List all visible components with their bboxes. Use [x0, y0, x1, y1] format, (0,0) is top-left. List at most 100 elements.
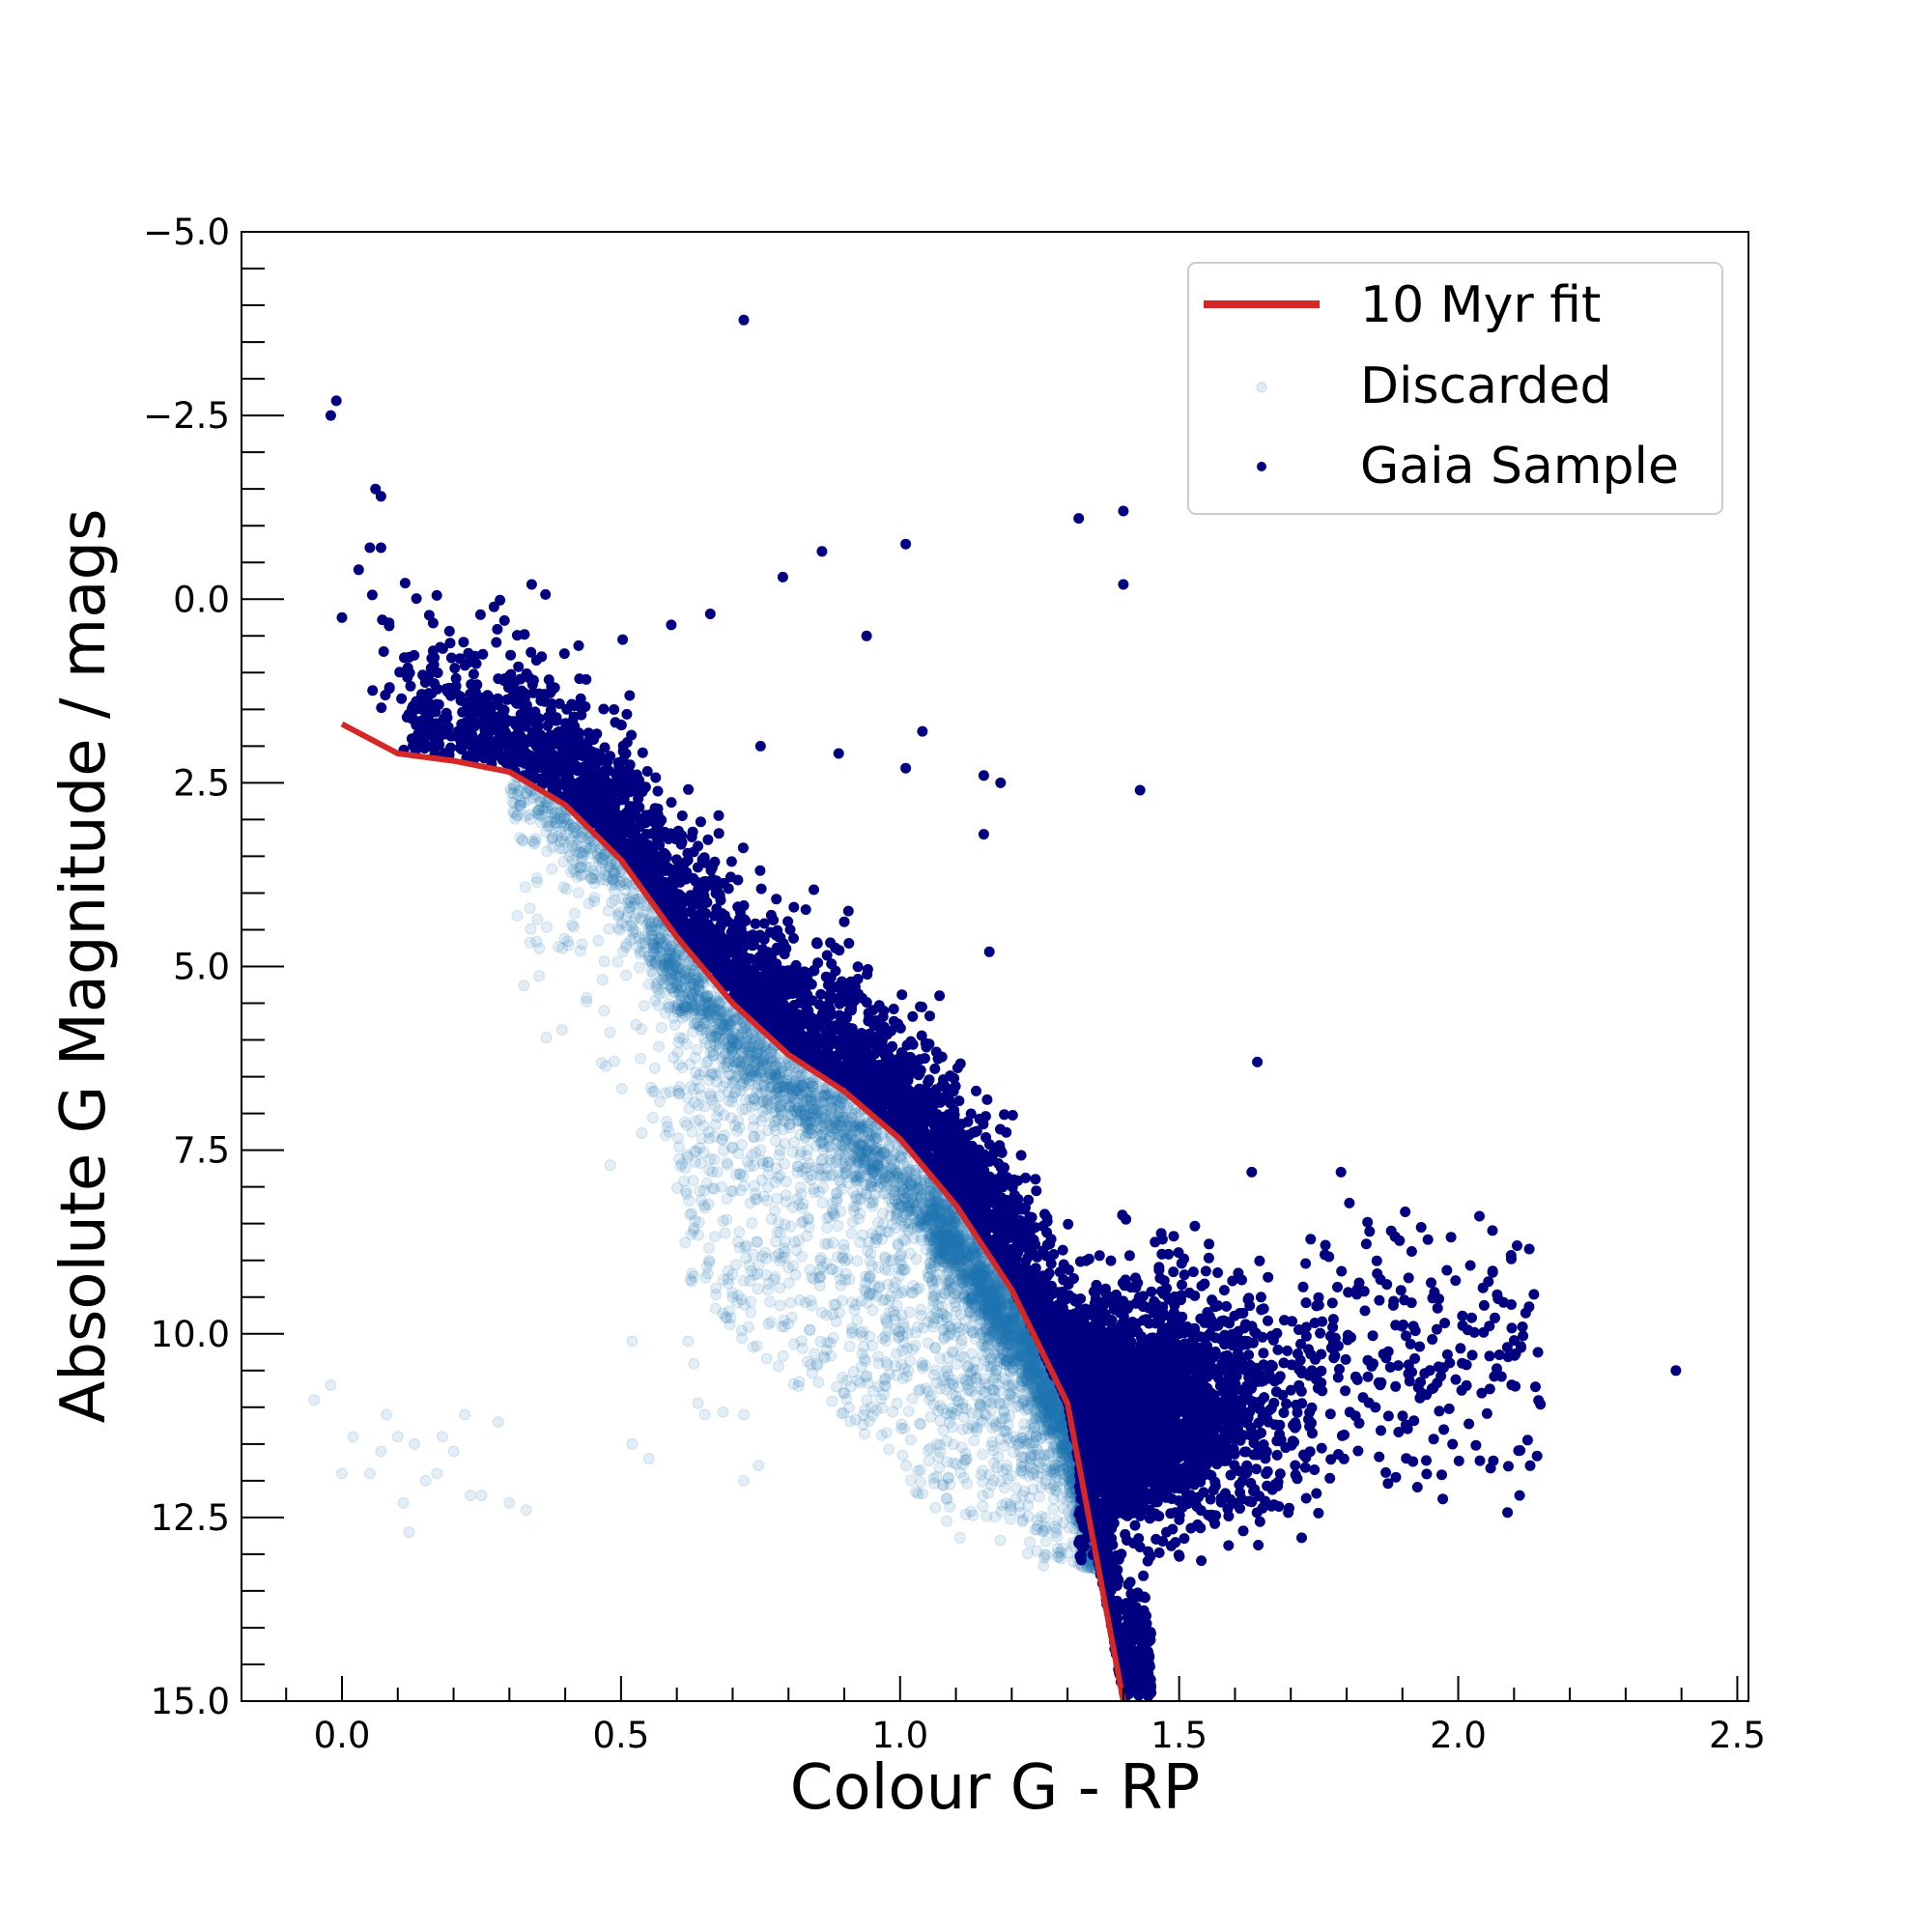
discarded-point — [726, 1034, 739, 1046]
discarded-point — [1016, 1466, 1029, 1479]
discarded-point — [588, 892, 601, 904]
discarded-point — [898, 1192, 911, 1205]
discarded-point — [803, 1115, 815, 1127]
discarded-point — [968, 1267, 980, 1280]
discarded-point — [938, 1234, 951, 1245]
discarded-point — [770, 1088, 782, 1099]
discarded-point — [866, 1128, 878, 1141]
discarded-point — [1016, 1381, 1029, 1394]
discarded-point — [1051, 1530, 1064, 1543]
discarded-point — [983, 1468, 996, 1481]
discarded-point — [643, 950, 655, 962]
discarded-point — [913, 1196, 924, 1208]
discarded-point — [607, 867, 619, 879]
discarded-point — [952, 1260, 965, 1272]
discarded-point — [511, 909, 524, 922]
discarded-point — [739, 1094, 752, 1106]
discarded-point — [1009, 1391, 1020, 1404]
discarded-point — [897, 1183, 910, 1196]
discarded-point — [1015, 1323, 1028, 1336]
discarded-point — [1028, 1395, 1040, 1407]
discarded-point — [1010, 1332, 1023, 1345]
discarded-point — [961, 1284, 974, 1296]
discarded-point — [974, 1285, 986, 1297]
discarded-point — [508, 807, 521, 819]
discarded-point — [648, 1062, 661, 1074]
discarded-point — [986, 1293, 999, 1305]
discarded-point — [831, 1186, 843, 1199]
discarded-point — [636, 1023, 648, 1036]
discarded-point — [600, 1060, 612, 1072]
discarded-point — [736, 1046, 748, 1059]
discarded-point — [806, 1086, 818, 1098]
discarded-point — [525, 813, 537, 825]
discarded-point — [977, 1448, 989, 1461]
discarded-point — [987, 1329, 1000, 1342]
discarded-point — [1007, 1361, 1019, 1374]
discarded-point — [816, 1197, 829, 1209]
discarded-point — [868, 1132, 881, 1145]
discarded-point — [645, 921, 657, 933]
discarded-point — [644, 1081, 657, 1094]
discarded-point — [585, 871, 598, 884]
discarded-point — [873, 1173, 886, 1185]
discarded-point — [557, 881, 570, 894]
discarded-point — [669, 969, 681, 981]
discarded-point — [838, 1111, 850, 1123]
discarded-point — [558, 932, 571, 945]
discarded-point — [805, 1127, 817, 1140]
discarded-point — [852, 1157, 865, 1170]
discarded-point — [655, 947, 668, 959]
discarded-point — [983, 1271, 996, 1284]
discarded-point — [626, 916, 639, 928]
discarded-point — [532, 804, 545, 816]
discarded-point — [639, 1000, 650, 1012]
discarded-point — [896, 1449, 909, 1462]
discarded-point — [944, 1255, 956, 1267]
discarded-point — [721, 1061, 733, 1073]
discarded-point — [734, 1168, 747, 1180]
discarded-point — [585, 861, 597, 873]
discarded-point — [784, 1296, 797, 1309]
discarded-point — [839, 1129, 852, 1142]
discarded-point — [1048, 1429, 1061, 1441]
discarded-point — [1022, 1499, 1035, 1512]
discarded-point — [1003, 1351, 1015, 1364]
discarded-point — [592, 934, 605, 947]
discarded-point — [551, 816, 562, 829]
discarded-point — [568, 907, 581, 920]
discarded-point — [920, 1243, 932, 1256]
discarded-point — [992, 1344, 1005, 1356]
discarded-point — [580, 861, 592, 873]
discarded-point — [1021, 1374, 1034, 1386]
discarded-point — [653, 1040, 666, 1053]
discarded-point — [979, 1304, 991, 1316]
discarded-point — [889, 1185, 901, 1198]
discarded-point — [531, 913, 544, 925]
discarded-point — [954, 1350, 967, 1362]
discarded-point — [769, 1124, 781, 1137]
discarded-point — [953, 1240, 966, 1253]
discarded-point — [704, 1153, 717, 1165]
discarded-point — [840, 1164, 853, 1177]
discarded-point — [1014, 1380, 1026, 1393]
discarded-point — [902, 1189, 915, 1202]
discarded-point — [753, 1079, 765, 1091]
discarded-point — [798, 1085, 810, 1097]
discarded-point — [770, 1115, 782, 1127]
discarded-point — [919, 1177, 931, 1189]
discarded-point — [934, 1253, 947, 1265]
discarded-point — [568, 921, 580, 933]
discarded-point — [595, 852, 607, 865]
discarded-point — [944, 1273, 956, 1286]
discarded-point — [1009, 1356, 1022, 1369]
discarded-point — [564, 834, 577, 846]
discarded-point — [604, 1159, 616, 1172]
discarded-point — [922, 1205, 934, 1217]
discarded-point — [820, 1116, 833, 1128]
discarded-point — [1038, 1379, 1051, 1391]
discarded-point — [1022, 1548, 1034, 1560]
discarded-point — [1036, 1395, 1048, 1407]
discarded-point — [670, 955, 683, 968]
discarded-point — [821, 1221, 834, 1234]
